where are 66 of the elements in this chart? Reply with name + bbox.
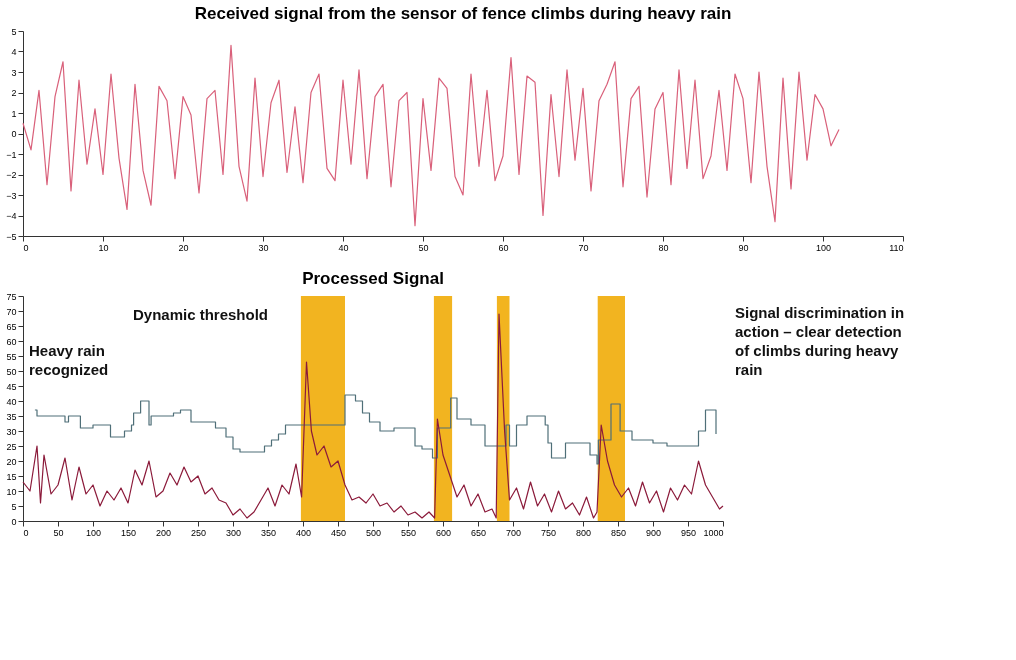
annotation: Heavy rain recognized (29, 342, 109, 378)
x-tick-label: 50 (418, 242, 429, 253)
y-tick-label: −3 (6, 190, 17, 201)
y-tick-label: 70 (6, 306, 17, 317)
y-tick-label: 65 (6, 321, 17, 332)
y-tick-label: 75 (6, 291, 17, 302)
x-tick-label: 450 (330, 527, 347, 538)
y-tick-label: 3 (11, 67, 17, 78)
x-tick-label: 20 (178, 242, 189, 253)
x-tick-label: 50 (53, 527, 64, 538)
x-tick-label: 100 (85, 527, 102, 538)
y-tick-label: 30 (6, 426, 17, 437)
chart-title: Received signal from the sensor of fence climbs during heavy rain (194, 4, 732, 23)
x-tick-label: 700 (505, 527, 522, 538)
text: Signal discrimination in action – clear detection of climbs during heavy rain (735, 304, 905, 378)
y-tick-label: 50 (6, 366, 17, 377)
x-tick-label: 950 (680, 527, 697, 538)
x-tick-label: 40 (338, 242, 349, 253)
x-tick-label: 70 (578, 242, 589, 253)
x-tick-label: 150 (120, 527, 137, 538)
annotation: Dynamic threshold (133, 306, 269, 323)
y-tick-label: 0 (11, 516, 17, 527)
x-tick-label: 0 (23, 527, 29, 538)
y-tick-label: 10 (6, 486, 17, 497)
y-tick-label: 45 (6, 381, 17, 392)
x-tick-label: 550 (400, 527, 417, 538)
x-tick-label: 80 (658, 242, 669, 253)
x-tick-label: 400 (295, 527, 312, 538)
y-tick-label: 20 (6, 456, 17, 467)
x-tick-label: 850 (610, 527, 627, 538)
x-tick-label: 500 (365, 527, 382, 538)
y-tick-label: 0 (11, 129, 17, 139)
y-tick-label: 15 (6, 471, 17, 482)
x-tick-label: 90 (738, 242, 749, 253)
line-series (22, 44, 840, 227)
y-tick-label: −2 (6, 170, 17, 180)
y-tick-label: 1 (11, 108, 17, 119)
x-tick-label: 750 (540, 527, 557, 538)
x-tick-label: 300 (225, 527, 242, 538)
y-tick-label: 5 (11, 501, 17, 512)
y-tick-label: 40 (6, 396, 17, 407)
y-tick-label: 5 (11, 26, 17, 37)
y-tick-label: −4 (6, 211, 17, 221)
x-tick-label: 110 (889, 242, 904, 253)
x-tick-label: 250 (190, 527, 207, 538)
x-tick-label: 60 (498, 242, 509, 253)
x-tick-label: 0 (23, 242, 29, 253)
chart-title: Processed Signal (302, 269, 444, 288)
x-tick-label: 1000 (703, 527, 724, 538)
y-tick-label: 35 (6, 411, 17, 422)
y-tick-label: 55 (6, 351, 17, 362)
y-tick-label: 4 (11, 47, 17, 57)
x-tick-label: 900 (645, 527, 662, 538)
x-tick-label: 350 (260, 527, 277, 538)
x-tick-label: 200 (155, 527, 172, 538)
x-tick-label: 10 (98, 242, 109, 253)
x-tick-label: 650 (470, 527, 487, 538)
x-tick-label: 600 (435, 527, 452, 538)
x-tick-label: 800 (575, 527, 592, 538)
y-tick-label: 25 (6, 441, 17, 452)
y-tick-label: −1 (6, 149, 17, 160)
x-tick-label: 100 (815, 242, 832, 253)
y-tick-label: 2 (11, 88, 17, 98)
y-tick-label: 60 (6, 336, 17, 347)
y-tick-label: −5 (6, 231, 17, 242)
x-tick-label: 30 (258, 242, 269, 253)
